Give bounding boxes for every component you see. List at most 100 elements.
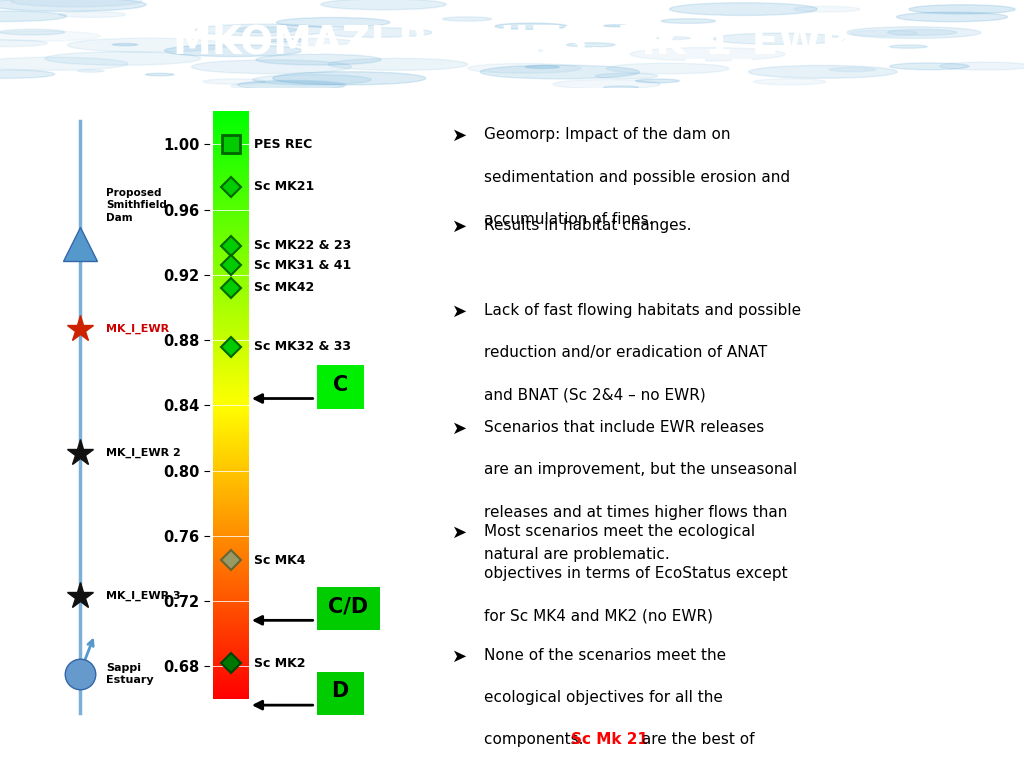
Text: Scenarios that include EWR releases: Scenarios that include EWR releases <box>484 420 764 435</box>
Text: Sc MK4: Sc MK4 <box>254 554 306 567</box>
Circle shape <box>495 23 567 29</box>
Circle shape <box>523 49 548 51</box>
Circle shape <box>231 81 344 91</box>
Text: Lack of fast flowing habitats and possible: Lack of fast flowing habitats and possib… <box>484 303 801 318</box>
Circle shape <box>256 55 381 65</box>
Circle shape <box>754 78 825 85</box>
Text: Geomorp: Impact of the dam on: Geomorp: Impact of the dam on <box>484 127 730 142</box>
Circle shape <box>191 60 351 74</box>
Circle shape <box>829 68 876 71</box>
Text: components.: components. <box>484 733 593 747</box>
Circle shape <box>846 27 981 38</box>
Circle shape <box>267 38 308 42</box>
Circle shape <box>204 79 265 84</box>
Circle shape <box>329 58 468 71</box>
Text: MK_I_EWR: MK_I_EWR <box>106 324 169 334</box>
Text: Sappi
Estuary: Sappi Estuary <box>106 663 154 684</box>
Text: ➤: ➤ <box>452 647 467 666</box>
Circle shape <box>442 17 492 21</box>
Circle shape <box>0 70 54 78</box>
Circle shape <box>272 71 426 85</box>
Circle shape <box>253 74 372 84</box>
Circle shape <box>603 86 639 89</box>
Circle shape <box>890 45 928 48</box>
Text: MK_I_EWR 3: MK_I_EWR 3 <box>106 591 180 601</box>
Text: Sc Mk 21: Sc Mk 21 <box>571 733 648 747</box>
Circle shape <box>238 81 346 90</box>
Text: WATER IS LIFE - SANITATION IS DIGNITY: WATER IS LIFE - SANITATION IS DIGNITY <box>746 747 993 760</box>
Text: ➤: ➤ <box>452 127 467 145</box>
Text: are an improvement, but the unseasonal: are an improvement, but the unseasonal <box>484 462 798 478</box>
Circle shape <box>232 27 298 32</box>
Circle shape <box>794 6 860 12</box>
Text: sedimentation and possible erosion and: sedimentation and possible erosion and <box>484 170 791 184</box>
Text: objectives in terms of EcoStatus except: objectives in terms of EcoStatus except <box>484 567 787 581</box>
Text: for Sc MK4 and MK2 (no EWR): for Sc MK4 and MK2 (no EWR) <box>484 609 713 624</box>
Text: Sc MK32 & 33: Sc MK32 & 33 <box>254 340 351 353</box>
Circle shape <box>468 64 581 73</box>
Text: D: D <box>332 681 349 701</box>
Text: releases and at times higher flows than: releases and at times higher flows than <box>484 505 787 520</box>
Circle shape <box>604 25 628 27</box>
Text: Sc MK31 & 41: Sc MK31 & 41 <box>254 259 351 272</box>
Circle shape <box>45 51 201 65</box>
Text: C/D: C/D <box>329 597 369 617</box>
Circle shape <box>553 80 660 89</box>
Text: MK_I_EWR 2: MK_I_EWR 2 <box>106 448 181 458</box>
Text: accumulation of fines.: accumulation of fines. <box>484 212 653 227</box>
Circle shape <box>714 33 845 45</box>
Text: C: C <box>333 375 348 395</box>
Circle shape <box>0 31 100 41</box>
Circle shape <box>888 29 956 35</box>
Circle shape <box>662 18 716 23</box>
Text: Results in habitat changes.: Results in habitat changes. <box>484 218 691 233</box>
Circle shape <box>0 29 65 35</box>
Text: reduction and/or eradication of ANAT: reduction and/or eradication of ANAT <box>484 346 767 360</box>
Circle shape <box>270 38 352 45</box>
Circle shape <box>480 65 640 79</box>
Text: and BNAT (Sc 2&4 – no EWR): and BNAT (Sc 2&4 – no EWR) <box>484 388 706 402</box>
Text: Sc MK22 & 23: Sc MK22 & 23 <box>254 239 351 252</box>
Text: ➤: ➤ <box>452 420 467 438</box>
Circle shape <box>890 63 969 70</box>
Circle shape <box>850 31 918 36</box>
Text: Most scenarios meet the ecological: Most scenarios meet the ecological <box>484 524 756 539</box>
Circle shape <box>321 28 432 38</box>
Circle shape <box>59 12 126 18</box>
Text: ➤: ➤ <box>452 218 467 237</box>
Circle shape <box>940 62 1024 70</box>
Circle shape <box>113 44 137 45</box>
Circle shape <box>0 57 128 70</box>
Text: Sc MK21: Sc MK21 <box>254 180 314 194</box>
Circle shape <box>276 18 390 28</box>
Circle shape <box>606 63 729 74</box>
Circle shape <box>0 40 47 47</box>
Text: Sc MK42: Sc MK42 <box>254 282 314 294</box>
Text: are the best of: are the best of <box>637 733 755 747</box>
Circle shape <box>896 12 1008 22</box>
Circle shape <box>196 24 333 36</box>
Circle shape <box>566 43 615 47</box>
Text: Sc MK2: Sc MK2 <box>254 657 306 670</box>
Circle shape <box>10 0 142 7</box>
Circle shape <box>595 73 657 78</box>
Circle shape <box>525 65 559 68</box>
Circle shape <box>636 79 679 83</box>
Text: Proposed
Smithfield
Dam: Proposed Smithfield Dam <box>106 188 167 223</box>
Text: None of the scenarios meet the: None of the scenarios meet the <box>484 647 726 663</box>
Circle shape <box>749 65 897 78</box>
Circle shape <box>0 0 146 12</box>
Circle shape <box>909 5 1015 14</box>
Circle shape <box>321 0 446 10</box>
Text: PES REC: PES REC <box>254 138 312 151</box>
Circle shape <box>0 11 67 22</box>
Circle shape <box>630 48 785 61</box>
Text: MKOMAZI RESULTS: MK_1_EWR: MKOMAZI RESULTS: MK_1_EWR <box>173 25 851 64</box>
Circle shape <box>656 37 690 40</box>
Circle shape <box>77 70 104 72</box>
Circle shape <box>145 73 174 76</box>
Circle shape <box>68 38 229 52</box>
Text: natural are problematic.: natural are problematic. <box>484 547 670 562</box>
Circle shape <box>165 45 302 57</box>
Text: ➤: ➤ <box>452 303 467 321</box>
